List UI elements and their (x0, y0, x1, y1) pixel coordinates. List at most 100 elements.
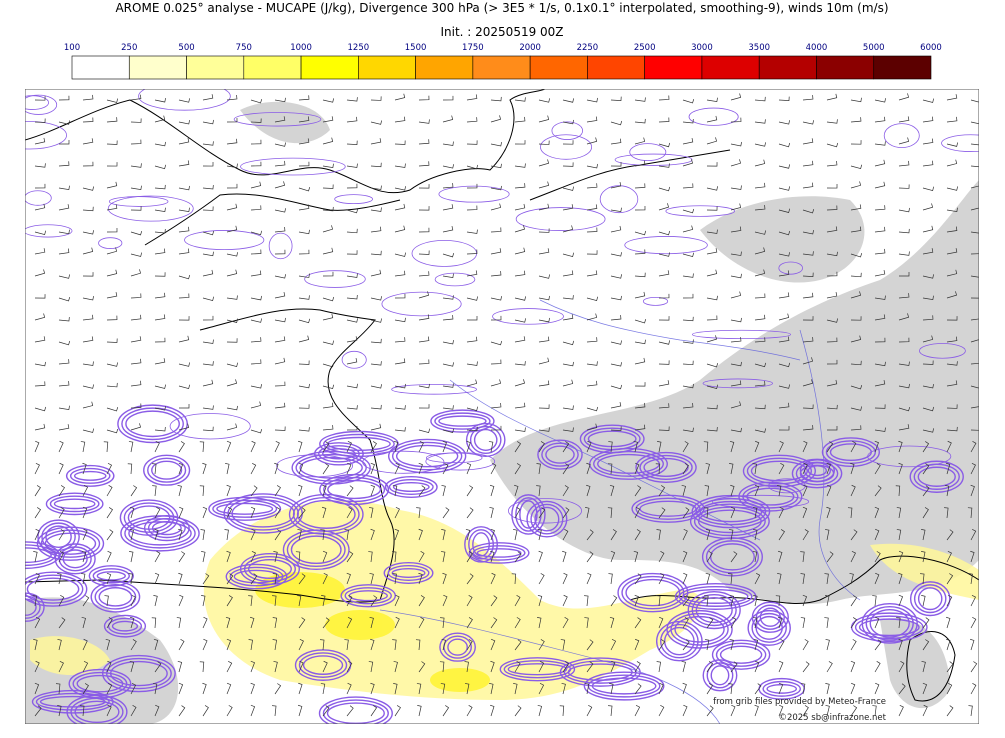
contour (240, 157, 346, 176)
wind-barb (202, 184, 214, 190)
wind-barb (202, 462, 207, 475)
wind-barb (825, 638, 830, 651)
contour (468, 529, 494, 560)
wind-barb (298, 383, 310, 389)
wind-barb (202, 269, 214, 277)
wind-barb (295, 551, 301, 563)
wind-barb (106, 98, 119, 103)
wind-barb (944, 485, 950, 497)
wind-barb (55, 683, 61, 695)
wind-barb (250, 462, 257, 475)
wind-barb (802, 292, 814, 299)
wind-barb (634, 661, 641, 673)
contour (540, 134, 593, 160)
wind-barb (154, 314, 166, 321)
wind-barb (322, 572, 328, 585)
wind-barb (33, 551, 38, 563)
wind-barb (34, 682, 40, 695)
wind-barb (225, 463, 230, 475)
colorbar-label: 3000 (691, 43, 713, 53)
wind-barb (514, 402, 526, 409)
contour (143, 514, 190, 542)
wind-barb (634, 97, 646, 102)
wind-barb (826, 359, 838, 365)
contour (334, 194, 374, 205)
contour (865, 606, 914, 641)
wind-barb (802, 316, 814, 321)
colorbar-swatch (128, 55, 187, 80)
wind-barb (34, 440, 40, 453)
contour (243, 556, 296, 582)
wind-barb (274, 507, 281, 519)
wind-barb (752, 507, 758, 519)
wind-barb (705, 528, 711, 541)
wind-barb (970, 185, 979, 189)
wind-barb (826, 379, 838, 387)
wind-barb (946, 616, 951, 629)
wind-barb (874, 205, 886, 211)
wind-barb (946, 269, 958, 277)
wind-barb (272, 617, 278, 629)
wind-barb (34, 269, 46, 277)
wind-barb (826, 226, 838, 233)
wind-barb (562, 405, 574, 410)
wind-barb (250, 181, 262, 189)
wind-barb (898, 137, 910, 145)
wind-barb (346, 228, 358, 234)
wind-barb (128, 573, 133, 585)
contour (913, 584, 947, 614)
wind-barb (202, 119, 214, 125)
contour (742, 454, 816, 488)
wind-barb (946, 361, 958, 366)
wind-barb (58, 95, 70, 101)
wind-barb (322, 425, 334, 431)
wind-barb (706, 683, 713, 695)
wind-barb (514, 661, 521, 673)
wind-barb (610, 96, 622, 101)
contour (208, 496, 282, 521)
colorbar-label: 6000 (920, 43, 942, 53)
contour (476, 548, 522, 558)
wind-barb (682, 339, 694, 344)
wind-barb (874, 485, 882, 497)
contour (702, 659, 738, 692)
wind-barb (130, 485, 138, 497)
wind-barb (898, 383, 910, 389)
contour (883, 123, 920, 148)
contour (750, 460, 808, 482)
wind-barb (394, 163, 406, 168)
wind-barb (586, 337, 598, 343)
wind-barb (274, 529, 282, 541)
wind-barb (490, 595, 498, 607)
wind-barb (58, 405, 70, 411)
wind-barb (202, 426, 214, 432)
wind-barb (394, 705, 401, 717)
wind-barb (850, 529, 858, 541)
wind-barb (322, 384, 335, 390)
wind-barb (106, 428, 119, 434)
wind-barb (152, 683, 158, 695)
wind-barb (898, 638, 903, 651)
wind-barb (154, 572, 160, 585)
wind-barb (129, 551, 134, 563)
wind-barb (970, 143, 979, 146)
wind-barb (466, 507, 474, 519)
wind-barb (274, 485, 281, 497)
wind-barb (34, 462, 40, 475)
wind-barb (658, 230, 671, 236)
wind-barb (826, 506, 831, 519)
wind-barb (394, 186, 406, 191)
wind-barb (466, 551, 473, 563)
wind-barb (370, 207, 382, 212)
wind-barb (778, 164, 790, 169)
wind-barb (418, 271, 430, 277)
wind-barb (82, 484, 89, 497)
wind-barb (754, 96, 766, 102)
wind-barb (538, 357, 550, 365)
wind-barb (250, 660, 255, 673)
wind-barb (850, 226, 862, 233)
wind-barb (58, 229, 70, 235)
wind-barb (464, 683, 470, 695)
wind-barb (778, 362, 791, 368)
wind-barb (226, 338, 238, 343)
